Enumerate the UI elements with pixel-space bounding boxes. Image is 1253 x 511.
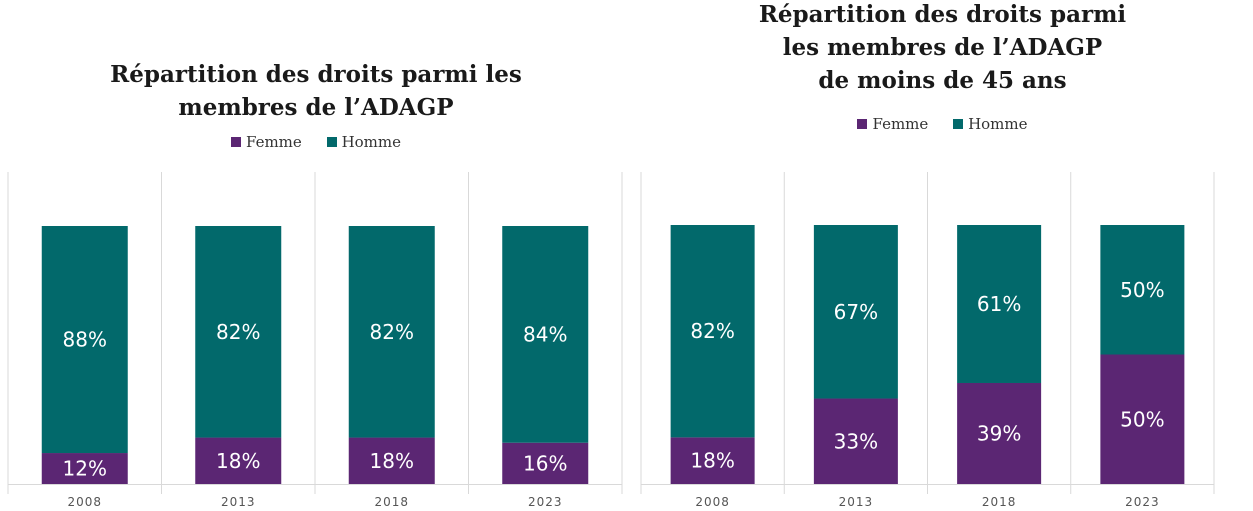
chart-title: Répartition des droits parmi les membres…	[0, 58, 632, 124]
chart-all-members: Répartition des droits parmi les membres…	[0, 58, 632, 509]
data-label-homme: 88%	[63, 328, 107, 352]
data-label-homme: 67%	[834, 300, 878, 324]
legend-label: Homme	[968, 115, 1028, 133]
bar-femme	[195, 437, 282, 484]
chart-legend: Femme Homme	[632, 115, 1253, 133]
data-label-femme: 16%	[523, 451, 567, 475]
bar-homme	[1100, 225, 1185, 355]
bar-homme	[670, 225, 755, 438]
bar-femme	[813, 398, 898, 484]
legend-item-homme: Homme	[953, 115, 1028, 133]
chart-title: Répartition des droits parmi les membres…	[632, 0, 1253, 97]
x-tick-label: 2008	[67, 495, 102, 509]
data-label-femme: 18%	[216, 449, 260, 473]
x-tick-label: 2008	[695, 495, 730, 509]
bar-femme	[670, 437, 755, 484]
x-tick-label: 2013	[839, 495, 874, 509]
data-label-femme: 33%	[834, 429, 878, 453]
bar-homme	[348, 226, 435, 438]
legend-swatch-homme	[953, 119, 964, 129]
plot-area: 12% 88% 2008 18% 82% 2013 18% 82% 2018 16% 84% 2023	[7, 172, 623, 509]
legend-item-femme: Femme	[230, 133, 302, 151]
bar-homme	[502, 226, 589, 443]
legend-item-femme: Femme	[857, 115, 928, 133]
x-tick-label: 2013	[221, 495, 256, 509]
data-label-femme: 18%	[690, 449, 734, 473]
bar-femme	[957, 382, 1042, 484]
chart-title-line: de moins de 45 ans	[818, 67, 1067, 94]
legend-label: Homme	[341, 133, 401, 151]
bar-homme	[195, 226, 282, 438]
data-label-homme: 61%	[977, 292, 1021, 316]
data-label-homme: 50%	[1120, 278, 1164, 302]
legend-label: Femme	[245, 133, 302, 151]
legend-label: Femme	[872, 115, 929, 133]
legend-item-homme: Homme	[326, 133, 401, 151]
chart-title-line: les membres de l’ADAGP	[782, 34, 1103, 61]
data-label-femme: 18%	[370, 449, 414, 473]
chart-title-line: Répartition des droits parmi	[758, 1, 1127, 28]
data-label-femme: 50%	[1120, 407, 1164, 431]
data-label-femme: 39%	[977, 421, 1021, 445]
data-label-homme: 82%	[370, 320, 414, 344]
bar-homme	[41, 226, 128, 454]
data-label-femme: 12%	[63, 457, 107, 481]
bar-femme	[41, 453, 128, 484]
chart-title-line: Répartition des droits parmi les	[110, 61, 522, 88]
legend-swatch-homme	[326, 137, 337, 147]
legend-swatch-femme	[857, 119, 868, 129]
x-tick-label: 2018	[374, 495, 409, 509]
plot-area: 18% 82% 2008 33% 67% 2013 39% 61% 2018 50% 50% 2023	[640, 172, 1215, 509]
bar-homme	[813, 225, 898, 399]
data-label-homme: 84%	[523, 322, 567, 346]
bar-femme	[348, 437, 435, 484]
data-label-homme: 82%	[690, 319, 734, 343]
chart-legend: Femme Homme	[0, 133, 632, 151]
chart-title-line: membres de l’ADAGP	[178, 94, 454, 121]
x-tick-label: 2023	[1125, 495, 1160, 509]
legend-swatch-femme	[230, 137, 241, 147]
bar-homme	[957, 225, 1042, 383]
bar-femme	[502, 442, 589, 484]
data-label-homme: 82%	[216, 320, 260, 344]
x-tick-label: 2018	[982, 495, 1017, 509]
x-tick-label: 2023	[528, 495, 563, 509]
chart-under-45-members: Répartition des droits parmi les membres…	[632, 0, 1253, 511]
bar-femme	[1100, 354, 1185, 484]
